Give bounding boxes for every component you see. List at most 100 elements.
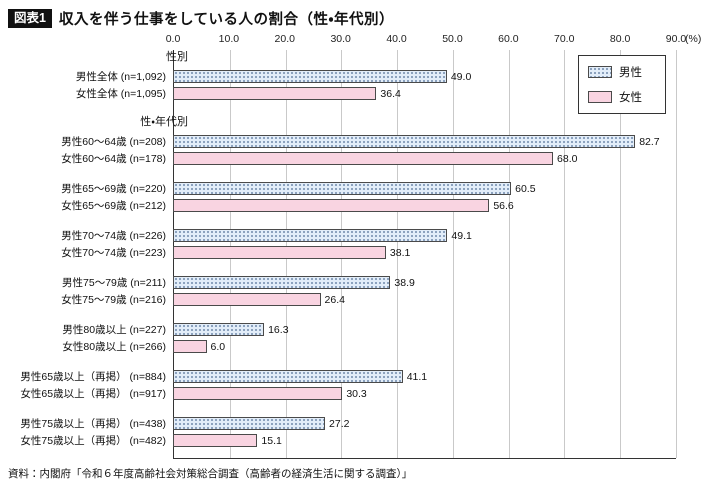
section-label: 性・年代別: [140, 116, 188, 128]
legend-female-label: 女性: [619, 92, 642, 104]
bar-male: [173, 182, 512, 195]
source-note: 資料：内閣府「令和６年度高齢社会対策総合調査（高齢者の経済生活に関する調査）」: [8, 468, 413, 480]
bar-label: 男性65歳以上（再掲） (n=884): [20, 371, 166, 383]
bar-row: 男性80歳以上 (n=227) 16.3: [8, 321, 700, 338]
bar-row: 男性75〜79歳 (n=211) 38.9: [8, 274, 700, 291]
bar-value: 56.6: [493, 199, 514, 212]
bar-group: 男性80歳以上 (n=227) 16.3 女性80歳以上 (n=266) 6.0: [8, 321, 700, 355]
bar-male: [173, 370, 403, 383]
bar-group: 性・年代別 男性60〜64歳 (n=208) 82.7 女性60〜64歳 (n=178…: [8, 115, 700, 167]
bar-group: 男性65〜69歳 (n=220) 60.5 女性65〜69歳 (n=212) 56.6: [8, 180, 700, 214]
x-tick-label: 80.0: [609, 33, 631, 45]
gridline: [564, 50, 566, 458]
x-tick-label: 0.0: [165, 33, 181, 45]
bar-female: [173, 87, 377, 100]
bar-female: [173, 199, 490, 212]
bar-female: [173, 387, 343, 400]
bar-value: 36.4: [380, 87, 401, 100]
bar-label: 男性全体 (n=1,092): [75, 71, 166, 83]
bar-female: [173, 434, 258, 447]
x-tick-label: 50.0: [442, 33, 463, 45]
bar-track: 15.1: [173, 434, 676, 447]
gridline: [676, 50, 677, 458]
bar-track: 49.0: [173, 70, 676, 83]
x-axis-ticks: (%) 0.0 10.0 20.0 30.0 40.0 50.0 60.0 70.0 80.0 9…: [166, 33, 702, 48]
bar-track: 30.3: [173, 387, 676, 400]
x-tick-label: 70.0: [554, 33, 575, 45]
legend-female-swatch: [588, 91, 612, 103]
bar-label: 女性60〜64歳 (n=178): [61, 153, 166, 165]
bar-row: 女性75歳以上（再掲） (n=482) 15.1: [8, 432, 700, 449]
x-tick-label: 60.0: [498, 33, 519, 45]
legend-male-swatch: [588, 66, 612, 78]
bar-female: [173, 246, 386, 259]
bar-track: 82.7: [173, 135, 676, 148]
bar-row: 男性75歳以上（再掲） (n=438) 27.2: [8, 415, 700, 432]
bar-track: 36.4: [173, 87, 676, 100]
legend-box: 男性 女性: [578, 55, 666, 114]
bar-track: 38.9: [173, 276, 676, 289]
axis-unit-label: (%): [685, 33, 702, 45]
bar-row: 男性70〜74歳 (n=226) 49.1: [8, 227, 700, 244]
bar-label: 女性65歳以上（再掲） (n=917): [20, 388, 166, 400]
bar-row: 女性80歳以上 (n=266) 6.0: [8, 338, 700, 355]
bar-track: 41.1: [173, 370, 676, 383]
bar-female: [173, 340, 207, 353]
x-tick-label: 20.0: [274, 33, 295, 45]
bar-track: 27.2: [173, 417, 676, 430]
bar-row: 女性70〜74歳 (n=223) 38.1: [8, 244, 700, 261]
legend-item-male: 男性: [588, 64, 656, 80]
bar-male: [173, 323, 265, 336]
bar-group: 男性75〜79歳 (n=211) 38.9 女性75〜79歳 (n=216) 26.4: [8, 274, 700, 308]
bar-value: 30.3: [346, 387, 367, 400]
bar-label: 男性75〜79歳 (n=211): [62, 277, 166, 289]
bar-row: 男性65〜69歳 (n=220) 60.5: [8, 180, 700, 197]
x-tick-label: 90.0: [665, 33, 687, 45]
bar-female: [173, 293, 321, 306]
bar-label: 女性80歳以上 (n=266): [62, 341, 166, 353]
bar-group: 性別 男性全体 (n=1,092) 49.0 女性全体 (n=1,095) 36.4: [8, 50, 700, 102]
bar-value: 6.0: [210, 340, 226, 353]
bar-track: 6.0: [173, 340, 676, 353]
bar-label: 女性65〜69歳 (n=212): [61, 200, 166, 212]
bar-track: 26.4: [173, 293, 676, 306]
bar-group: 男性65歳以上（再掲） (n=884) 41.1 女性65歳以上（再掲） (n=91…: [8, 368, 700, 402]
bar-row: 男性65歳以上（再掲） (n=884) 41.1: [8, 368, 700, 385]
bar-row: 女性75〜79歳 (n=216) 26.4: [8, 291, 700, 308]
bar-value: 38.9: [394, 276, 415, 289]
bar-male: [173, 229, 448, 242]
bar-male: [173, 276, 391, 289]
bar-track: 49.1: [173, 229, 676, 242]
bar-row: 男性全体 (n=1,092) 49.0: [8, 68, 700, 85]
bar-label: 女性70〜74歳 (n=223): [61, 247, 166, 259]
x-tick-label: 30.0: [330, 33, 351, 45]
bar-value: 60.5: [515, 182, 536, 195]
bar-label: 女性75歳以上（再掲） (n=482): [20, 435, 166, 447]
bar-female: [173, 152, 554, 165]
x-tick-label: 10.0: [218, 33, 240, 45]
bar-label: 男性80歳以上 (n=227): [62, 324, 166, 336]
bar-track: 38.1: [173, 246, 676, 259]
x-tick-label: 40.0: [386, 33, 407, 45]
bar-value: 27.2: [329, 417, 350, 430]
bar-value: 82.7: [639, 135, 660, 148]
bar-track: 56.6: [173, 199, 676, 212]
bar-value: 41.1: [406, 370, 428, 383]
bar-row: 男性60〜64歳 (n=208) 82.7: [8, 133, 700, 150]
bar-value: 38.1: [389, 246, 411, 259]
bar-label: 女性75〜79歳 (n=216): [61, 294, 166, 306]
bar-track: 16.3: [173, 323, 676, 336]
figure-header: 図表1 収入を伴う仕事をしている人の割合（性・年代別）: [8, 7, 700, 29]
bar-male: [173, 135, 636, 148]
bar-track: 68.0: [173, 152, 676, 165]
bar-row: 女性65歳以上（再掲） (n=917) 30.3: [8, 385, 700, 402]
legend-item-female: 女性: [588, 89, 656, 105]
bar-label: 男性70〜74歳 (n=226): [61, 230, 166, 242]
bar-male: [173, 70, 447, 83]
bar-row: 女性全体 (n=1,095) 36.4: [8, 85, 700, 102]
bar-value: 49.0: [450, 70, 472, 83]
bar-row: 女性60〜64歳 (n=178) 68.0: [8, 150, 700, 167]
gridline: [397, 50, 399, 458]
bar-value: 26.4: [324, 293, 345, 306]
